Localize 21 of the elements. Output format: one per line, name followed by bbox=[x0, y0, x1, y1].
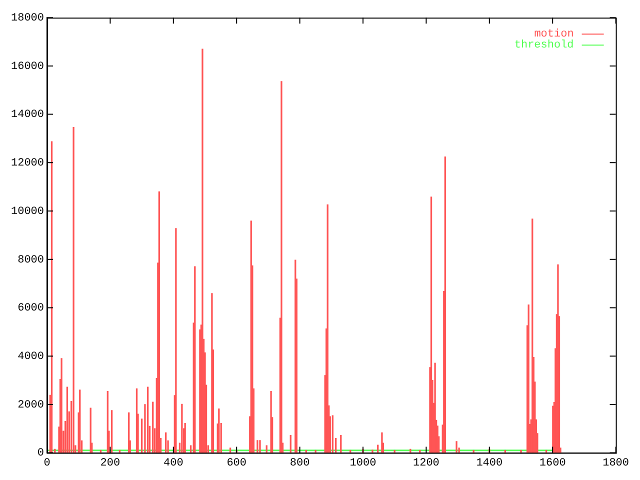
y-tick-label: 18000 bbox=[10, 12, 44, 25]
x-tick-label: 800 bbox=[290, 457, 310, 470]
legend-label: threshold bbox=[514, 40, 574, 52]
y-tick-label: 0 bbox=[37, 448, 44, 460]
legend-label: motion bbox=[534, 28, 574, 41]
x-tick-label: 200 bbox=[100, 457, 120, 470]
y-tick-label: 14000 bbox=[10, 109, 44, 122]
y-tick-label: 4000 bbox=[18, 350, 44, 363]
y-tick-label: 12000 bbox=[10, 158, 44, 170]
y-tick-label: 8000 bbox=[18, 254, 44, 266]
y-tick-label: 6000 bbox=[18, 302, 44, 315]
x-tick-label: 1000 bbox=[350, 457, 376, 470]
x-tick-label: 1400 bbox=[476, 457, 503, 470]
y-tick-label: 10000 bbox=[10, 206, 44, 218]
y-tick-label: 2000 bbox=[18, 399, 44, 412]
x-tick-label: 1600 bbox=[539, 457, 566, 470]
x-tick-label: 400 bbox=[163, 457, 184, 470]
x-tick-label: 600 bbox=[226, 457, 247, 470]
x-tick-label: 1200 bbox=[412, 457, 440, 470]
y-tick-label: 16000 bbox=[10, 60, 44, 73]
x-tick-label: 1800 bbox=[602, 457, 629, 470]
